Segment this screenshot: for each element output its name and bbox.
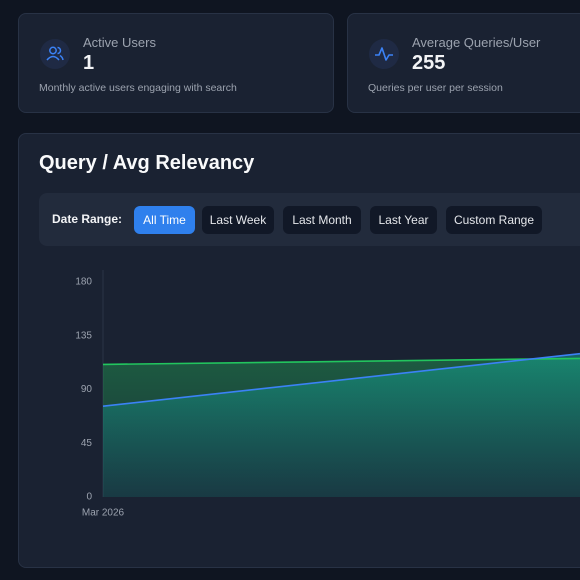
date-range-bar: Date Range: All Time Last Week Last Month L… [39, 193, 580, 246]
y-tick-label: 0 [86, 492, 92, 503]
card-description: Monthly active users engaging with searc… [39, 82, 237, 94]
stat-card: Active Users 1 Monthly active users enga… [18, 13, 334, 113]
card-title: Active Users [83, 35, 156, 50]
date-range-button[interactable]: Last Month [283, 206, 361, 234]
card-title: Average Queries/User [412, 35, 541, 50]
card-value: 255 [412, 52, 446, 74]
card-value: 1 [83, 52, 95, 74]
activity-icon [369, 39, 399, 69]
stat-card: Average Queries/User 255 Queries per use… [347, 13, 580, 113]
area [103, 353, 580, 497]
x-tick-label: Mar 2026 [82, 508, 125, 519]
y-tick-label: 45 [81, 438, 93, 449]
date-range-button[interactable]: Custom Range [446, 206, 542, 234]
panel-title: Query / Avg Relevancy [39, 152, 255, 174]
y-tick-label: 90 [81, 384, 93, 395]
users-icon [40, 39, 70, 69]
date-range-button[interactable]: Last Year [370, 206, 437, 234]
line [102, 352, 580, 408]
date-range-label: Date Range: [52, 212, 123, 226]
card-description: Queries per user per session [368, 82, 503, 94]
line [102, 357, 580, 366]
date-range-button[interactable]: Last Week [202, 206, 274, 234]
y-tick-label: 135 [75, 330, 92, 341]
y-tick-label: 180 [75, 277, 92, 288]
date-range-button[interactable]: All Time [134, 206, 195, 234]
